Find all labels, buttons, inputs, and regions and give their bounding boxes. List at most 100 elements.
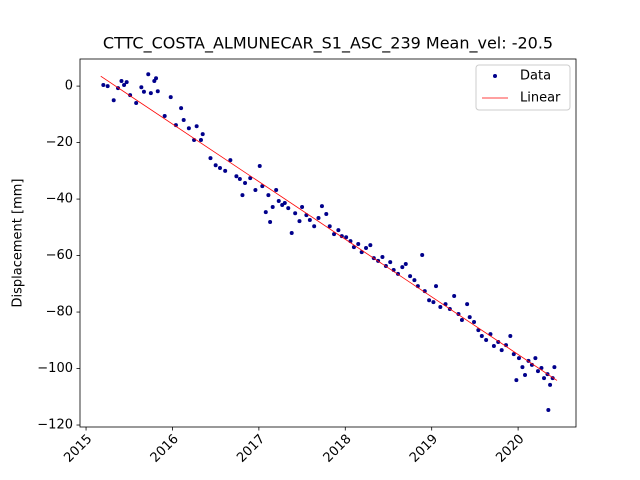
y-tick-label: −100 [37,361,73,376]
data-point [452,293,457,298]
data-point [293,211,298,216]
data-point [248,176,253,181]
data-point [154,76,159,81]
data-point [422,289,427,294]
data-point [542,376,547,381]
data-point [356,241,361,246]
data-point [336,228,341,233]
data-point [324,212,329,217]
data-point [146,72,151,77]
data-point [257,164,262,169]
data-point [434,284,439,289]
legend-box [475,64,571,111]
data-point [546,408,551,413]
data-point [316,216,321,221]
data-point [533,356,538,361]
legend-label: Data [520,69,551,84]
data-point [491,343,496,348]
data-point [420,253,425,258]
data-point [484,338,489,343]
data-point [119,79,124,84]
data-point [134,101,139,106]
data-point [240,193,245,198]
data-point [529,362,534,367]
data-point [243,180,248,185]
data-point [200,132,205,137]
data-point [364,245,369,250]
data-point [263,210,268,215]
data-point [344,235,349,240]
legend: Data Linear [475,64,571,111]
data-point [282,201,287,206]
data-point [520,365,525,370]
data-point [472,319,477,324]
data-point [465,302,470,307]
data-point [479,334,484,339]
y-tick-label: −80 [46,305,73,320]
data-point [552,365,557,370]
data-point [148,91,153,96]
data-point [194,124,199,129]
data-point [223,168,228,173]
y-tick-label: −40 [46,192,73,207]
data-point [380,254,385,259]
axes-frame [79,58,577,428]
y-tick-label: −120 [37,418,73,433]
plot-area [100,72,558,413]
data-point [105,84,110,89]
data-point [286,206,291,211]
data-point [181,118,186,123]
chart-title: CTTC_COSTA_ALMUNECAR_S1_ASC_239 Mean_vel… [103,34,553,54]
data-point [307,217,312,222]
legend-label: Linear [520,91,561,106]
data-point [168,95,173,100]
data-point [408,274,413,279]
data-point [400,265,405,270]
data-point [431,300,436,305]
data-point [467,315,472,320]
data-point [548,382,553,387]
data-point [253,188,258,193]
data-point [162,114,167,119]
data-point [511,352,516,357]
data-point [234,174,239,179]
data-point [339,234,344,239]
data-point [499,348,504,353]
data-point [327,224,332,229]
data-point [289,230,294,235]
data-point [332,232,337,237]
data-point [228,158,233,163]
data-point [101,82,106,87]
data-point [300,204,305,209]
data-point [155,89,160,94]
data-point [297,219,302,224]
data-point [141,89,146,94]
data-point [535,369,540,374]
data-point [270,204,275,209]
fit-line [100,75,558,381]
data-point [179,106,184,111]
data-point [124,80,129,85]
y-tick-label: 0 [65,79,73,94]
y-axis-label: Displacement [mm] [11,179,26,308]
data-point [516,356,521,361]
data-point [198,138,203,143]
data-point [274,188,279,193]
data-point [508,334,513,339]
data-point [276,199,281,204]
data-point [319,204,324,209]
data-point [476,328,481,333]
data-point [368,243,373,248]
data-point [217,166,222,171]
y-tick-label: −60 [46,248,73,263]
data-point [266,193,271,198]
data-point [268,219,273,224]
data-point [388,260,393,265]
data-point [186,126,191,131]
data-point [139,85,144,90]
data-point [208,156,213,161]
data-point [523,373,528,378]
data-point [111,98,116,103]
